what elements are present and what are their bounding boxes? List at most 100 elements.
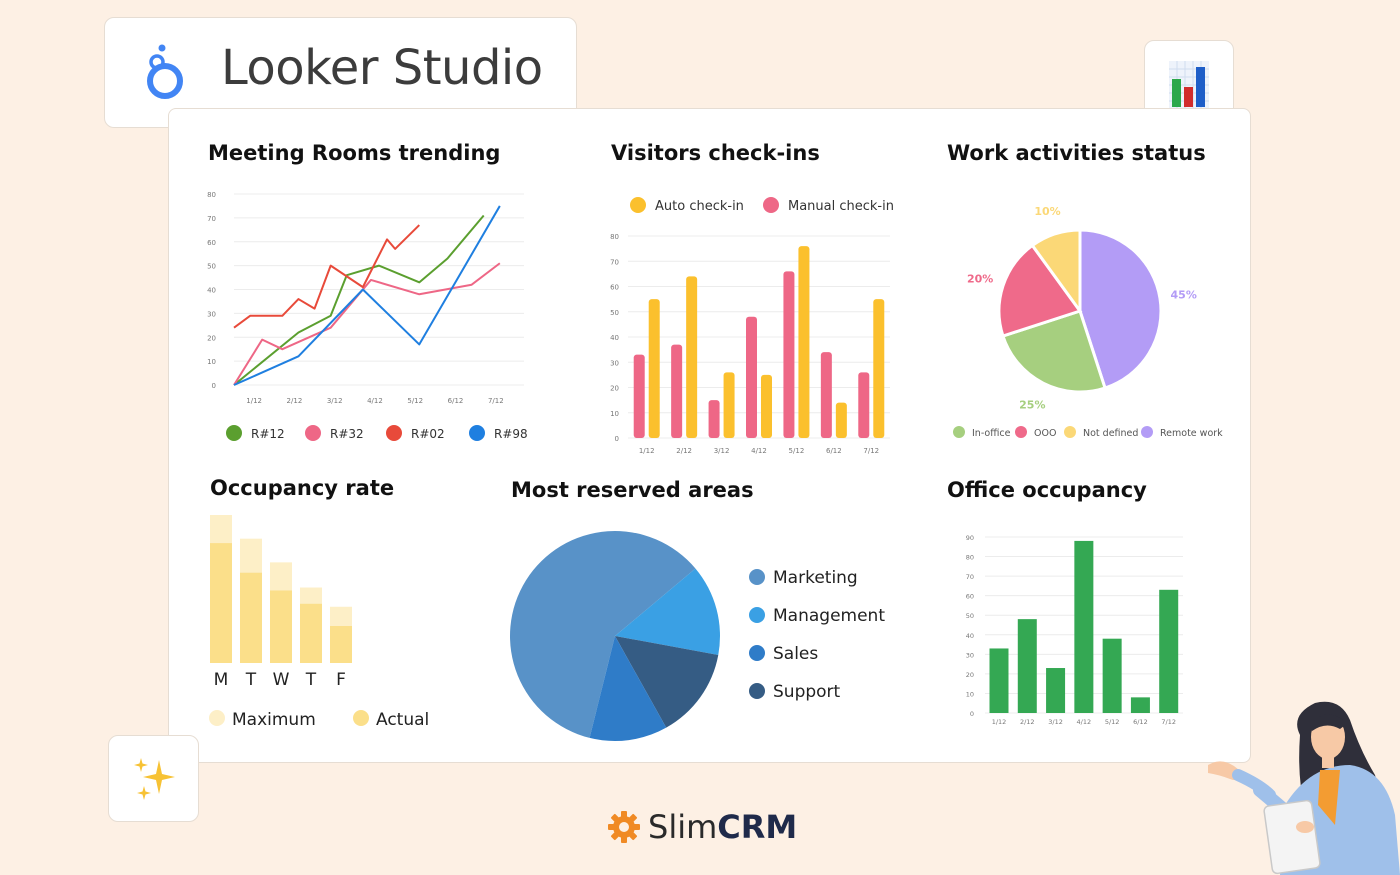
legend-dot bbox=[1015, 426, 1027, 438]
work-activities-title: Work activities status bbox=[947, 141, 1206, 165]
legend-label: Actual bbox=[376, 710, 429, 730]
y-tick-label: 40 bbox=[207, 287, 216, 295]
looker-studio-logo-icon bbox=[147, 44, 183, 99]
slice-label: 20% bbox=[967, 273, 993, 286]
y-tick-label: 30 bbox=[610, 359, 619, 367]
x-tick-label: T bbox=[305, 670, 317, 690]
legend-dot bbox=[1141, 426, 1153, 438]
meeting-rooms-chart: 0 10 20 30 40 50 60 70 80 1/12 2/12 3/12 4/12 5/12 6/1… bbox=[207, 191, 528, 441]
y-tick-label: 0 bbox=[212, 382, 216, 390]
legend-label: Sales bbox=[773, 644, 818, 664]
y-tick-label: 20 bbox=[207, 334, 216, 342]
brand-name: Looker Studio bbox=[221, 40, 543, 96]
legend-label: Marketing bbox=[773, 568, 858, 588]
pie-slice bbox=[510, 531, 696, 738]
bar bbox=[270, 590, 292, 663]
y-tick-label: 0 bbox=[615, 435, 619, 443]
legend-dot bbox=[1064, 426, 1076, 438]
bar bbox=[761, 374, 772, 438]
x-tick-label: 1/12 bbox=[639, 447, 655, 455]
y-tick-label: 30 bbox=[207, 310, 216, 318]
pie-slice bbox=[1030, 228, 1082, 316]
bar bbox=[1130, 697, 1150, 713]
office-occupancy-chart: 0 10 20 30 40 50 60 70 80 90 1/12 2/12 3/12 4/12 5/12 6… bbox=[966, 534, 1183, 726]
bar bbox=[633, 354, 645, 438]
legend-label: R#98 bbox=[494, 427, 528, 441]
bar bbox=[671, 344, 683, 438]
legend-dot bbox=[209, 710, 225, 726]
legend-label: R#12 bbox=[251, 427, 285, 441]
reserved-areas-title: Most reserved areas bbox=[511, 478, 754, 502]
legend-dot bbox=[749, 645, 765, 661]
y-tick-label: 50 bbox=[966, 612, 974, 620]
x-tick-label: T bbox=[245, 670, 257, 690]
y-tick-label: 10 bbox=[207, 358, 216, 366]
x-tick-label: 5/12 bbox=[407, 397, 423, 405]
office-occupancy-title: Office occupancy bbox=[947, 478, 1147, 502]
y-tick-label: 90 bbox=[966, 534, 974, 542]
y-tick-label: 80 bbox=[207, 191, 216, 199]
pie-slice bbox=[997, 243, 1083, 338]
y-tick-label: 30 bbox=[966, 651, 974, 659]
x-tick-label: 7/12 bbox=[863, 447, 879, 455]
bar bbox=[835, 402, 847, 438]
x-tick-label: 2/12 bbox=[676, 447, 692, 455]
pie-slice bbox=[615, 636, 719, 728]
bar bbox=[300, 603, 322, 663]
y-tick-label: 50 bbox=[207, 263, 216, 271]
footer-brand: SlimCRM bbox=[606, 808, 797, 846]
y-tick-label: 80 bbox=[966, 554, 974, 562]
legend-label: In-office bbox=[972, 428, 1011, 439]
x-tick-label: 7/12 bbox=[1161, 718, 1176, 726]
bar bbox=[783, 271, 795, 438]
legend-dot bbox=[749, 569, 765, 585]
bar bbox=[708, 400, 720, 438]
x-tick-label: 4/12 bbox=[367, 397, 383, 405]
y-tick-label: 40 bbox=[610, 334, 619, 342]
bar bbox=[1074, 540, 1094, 713]
bar bbox=[723, 372, 735, 438]
bar bbox=[746, 316, 757, 438]
visitors-chart: 0 10 20 30 40 50 60 70 80 1/12 2/12 3/12 4/12 5/12 6/1… bbox=[610, 197, 894, 455]
slice-label: 25% bbox=[1019, 399, 1045, 412]
x-tick-label: 1/12 bbox=[246, 397, 262, 405]
legend-dot bbox=[226, 425, 242, 441]
meeting-rooms-title: Meeting Rooms trending bbox=[208, 141, 501, 165]
x-tick-label: 2/12 bbox=[287, 397, 303, 405]
slice-label: 10% bbox=[1034, 205, 1060, 218]
sparkle-card bbox=[108, 735, 199, 822]
y-tick-label: 0 bbox=[970, 710, 974, 718]
legend-label: Not defined bbox=[1083, 428, 1138, 439]
pie-slice bbox=[1078, 228, 1163, 390]
x-tick-label: 6/12 bbox=[826, 447, 842, 455]
legend-label: Support bbox=[773, 682, 841, 702]
bar bbox=[686, 276, 698, 438]
x-tick-label: M bbox=[214, 670, 229, 690]
legend-dot bbox=[749, 683, 765, 699]
y-tick-label: 60 bbox=[966, 593, 974, 601]
y-tick-label: 70 bbox=[610, 258, 619, 266]
person-illustration bbox=[1208, 701, 1400, 875]
legend-label: Management bbox=[773, 606, 885, 626]
bar-chart-icon bbox=[1169, 61, 1209, 109]
bar bbox=[330, 626, 352, 663]
y-tick-label: 80 bbox=[610, 233, 619, 241]
series-line bbox=[233, 205, 501, 386]
bar bbox=[1046, 668, 1066, 713]
legend-dot bbox=[305, 425, 321, 441]
legend-label: Manual check-in bbox=[788, 199, 894, 214]
y-tick-label: 60 bbox=[610, 284, 619, 292]
y-tick-label: 70 bbox=[207, 215, 216, 223]
x-tick-label: W bbox=[273, 670, 290, 690]
legend-dot bbox=[630, 197, 646, 213]
slice-label: 45% bbox=[1171, 289, 1197, 302]
x-tick-label: 3/12 bbox=[327, 397, 343, 405]
bar bbox=[1159, 589, 1179, 713]
legend-label: OOO bbox=[1034, 428, 1056, 439]
bar bbox=[210, 543, 232, 663]
legend-dot bbox=[763, 197, 779, 213]
series-line bbox=[233, 214, 485, 386]
x-tick-label: 4/12 bbox=[1077, 718, 1092, 726]
reserved-areas-chart: Marketing Management Sales Support bbox=[510, 531, 885, 741]
